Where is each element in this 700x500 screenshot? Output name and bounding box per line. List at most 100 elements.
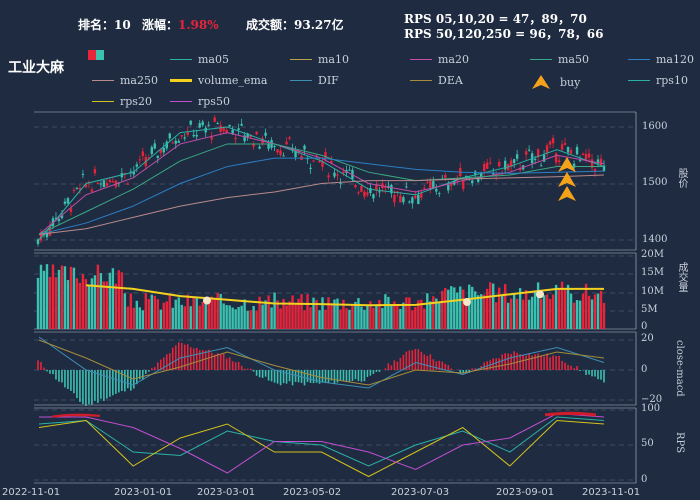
macd-bar [64, 370, 66, 388]
volume-bar [297, 298, 300, 329]
volume-bar [372, 307, 375, 329]
volume-bar [393, 301, 396, 329]
candle-body [512, 159, 516, 163]
macd-bar [459, 370, 462, 374]
volume-bar [108, 272, 112, 329]
legend-label: DIF [318, 74, 339, 87]
volume-bar [578, 300, 582, 329]
macd-bar [504, 353, 506, 370]
volume-bar [405, 297, 408, 329]
macd-bar [444, 363, 447, 370]
candle-body [545, 145, 549, 154]
volume-bar [192, 296, 195, 329]
candle-body [81, 173, 85, 175]
candle-body [497, 162, 501, 167]
macd-bar [327, 370, 330, 383]
macd-bar [216, 353, 219, 370]
legend-item-ma250: ma250 [92, 74, 158, 87]
macd-bar [103, 370, 105, 401]
volume-bar [138, 307, 142, 329]
candle-body [219, 125, 222, 132]
macd-bar [363, 370, 366, 382]
volume-bar [186, 294, 189, 329]
volume-bar [483, 294, 486, 329]
volume-bar [462, 289, 465, 329]
macd-bar [495, 358, 497, 370]
candle-body [225, 130, 228, 133]
volume-bar [84, 279, 88, 329]
volume-bar [123, 293, 127, 329]
macd-bar [561, 360, 563, 370]
macd-bar [312, 370, 315, 384]
volume-bar [222, 303, 225, 329]
volume-bar [168, 294, 171, 329]
macd-panel-title: close-macd [674, 340, 685, 397]
candle-body [135, 164, 139, 167]
volume-bar [255, 310, 258, 329]
legend-label: ma05 [198, 53, 229, 66]
macd-bar [97, 370, 99, 403]
volume-bar [213, 299, 216, 329]
candle-body [192, 134, 195, 137]
volume-bar [351, 304, 354, 329]
macd-bar [576, 365, 578, 370]
candle-body [237, 128, 240, 131]
macd-bar [591, 370, 593, 377]
macd-bar [213, 354, 216, 370]
volume-panel-title: 成交量 [676, 262, 687, 292]
candle-body [96, 182, 100, 184]
volume-bar [438, 301, 441, 329]
rps-series-rps10 [38, 416, 605, 467]
volume-bar [584, 283, 588, 329]
candle-body [285, 141, 288, 145]
candle-body [102, 180, 106, 187]
volume-bar [536, 282, 540, 329]
candle-body [201, 121, 204, 126]
rps-ytick: 0 [641, 474, 648, 485]
macd-bar [447, 365, 450, 370]
candle-body [78, 187, 82, 190]
candle-body [411, 197, 414, 204]
candle-body [324, 152, 327, 158]
legend-label: ma50 [558, 53, 589, 66]
volume-bar [602, 302, 606, 329]
candle-body [333, 172, 336, 177]
volume-bar [435, 298, 438, 329]
macd-bar [195, 347, 198, 370]
volume-bar [509, 298, 513, 329]
volume-ema-line [86, 284, 604, 307]
macd-bar [321, 370, 324, 383]
macd-bar [222, 353, 225, 370]
macd-bar [124, 370, 126, 392]
volume-bar [596, 293, 600, 329]
volume-bar [360, 306, 363, 329]
legend-swatch [530, 58, 552, 61]
volume-bar [171, 307, 174, 329]
legend-item-dif: DIF [290, 74, 339, 87]
macd-bar [270, 370, 273, 382]
candle-body [587, 153, 591, 158]
volume-bar [177, 297, 180, 329]
macd-bar [165, 354, 168, 370]
candle-body [444, 174, 447, 178]
rps-series-rps50 [39, 412, 605, 474]
macd-bar [192, 348, 195, 370]
stock-name: 工业大麻 [8, 60, 64, 76]
volume-bar [387, 296, 390, 329]
candle-body [491, 172, 495, 175]
volume-bar [384, 294, 387, 329]
macd-bar [49, 370, 51, 374]
macd-bar [528, 353, 530, 370]
macd-bar [537, 353, 539, 370]
volume-bar [273, 292, 276, 329]
volume-bar [150, 294, 153, 329]
macd-bar [148, 370, 150, 372]
macd-bar [474, 368, 477, 370]
macd-bar [330, 370, 333, 381]
macd-bar [339, 370, 342, 381]
macd-bar [531, 355, 533, 370]
volume-bar [590, 299, 594, 329]
volume-bar [506, 302, 510, 329]
candle-body [90, 189, 94, 192]
macd-bar [348, 370, 351, 382]
